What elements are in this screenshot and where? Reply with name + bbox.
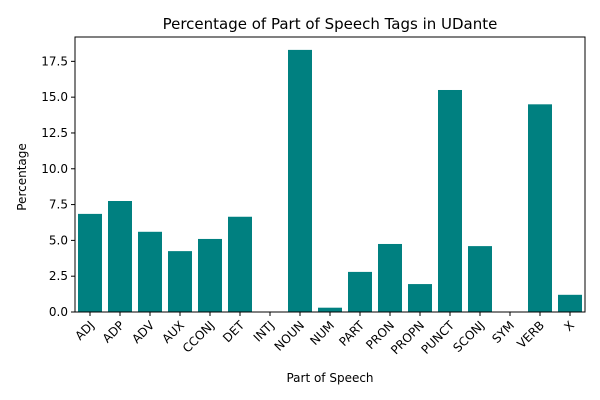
bar-x <box>558 294 582 312</box>
bar-num <box>318 307 342 312</box>
y-tick-label: 2.5 <box>49 269 68 283</box>
y-tick-label: 0.0 <box>49 305 68 319</box>
x-tick-label: ADV <box>129 318 157 346</box>
bar-verb <box>528 104 552 312</box>
y-tick-label: 15.0 <box>41 90 68 104</box>
bar-propn <box>408 284 432 312</box>
x-axis-label: Part of Speech <box>286 371 373 385</box>
x-tick-label: X <box>561 318 577 334</box>
y-tick-label: 12.5 <box>41 126 68 140</box>
x-tick-label: SCONJ <box>450 318 487 355</box>
bar-aux <box>168 251 192 312</box>
y-tick-label: 5.0 <box>49 233 68 247</box>
bar-punct <box>438 89 462 313</box>
x-tick-label: NOUN <box>272 318 307 353</box>
chart-title: Percentage of Part of Speech Tags in UDa… <box>163 15 498 33</box>
y-tick-label: 10.0 <box>41 162 68 176</box>
y-ticks-group: 0.0 2.5 5.0 7.5 10.0 12.5 15.0 17.5 <box>41 54 75 319</box>
x-tick-label: PART <box>336 318 367 349</box>
x-tick-label: PUNCT <box>418 318 457 357</box>
y-tick-label: 7.5 <box>49 198 68 212</box>
bar-adp <box>108 201 132 312</box>
bar-adv <box>138 231 162 312</box>
x-tick-label: VERB <box>514 318 547 351</box>
x-tick-label: INTJ <box>251 318 277 344</box>
y-tick-label: 17.5 <box>41 54 68 68</box>
bar-adj <box>78 213 102 312</box>
x-tick-label: CCONJ <box>180 318 217 355</box>
x-tick-label: SYM <box>489 318 517 346</box>
x-tick-label: ADP <box>100 318 127 345</box>
x-tick-label: DET <box>220 318 247 345</box>
x-tick-label: ADJ <box>72 318 97 343</box>
y-axis-label: Percentage <box>15 143 29 211</box>
bar-part <box>348 271 372 312</box>
bar-noun <box>288 49 312 312</box>
x-tick-label: PROPN <box>388 318 427 357</box>
bars-group <box>78 49 582 313</box>
x-tick-label: NUM <box>307 318 337 348</box>
plot-frame <box>74 36 586 313</box>
bar-sconj <box>468 246 492 312</box>
bar-det <box>228 216 252 312</box>
bar-pron <box>378 243 402 312</box>
bar-cconj <box>198 238 222 312</box>
